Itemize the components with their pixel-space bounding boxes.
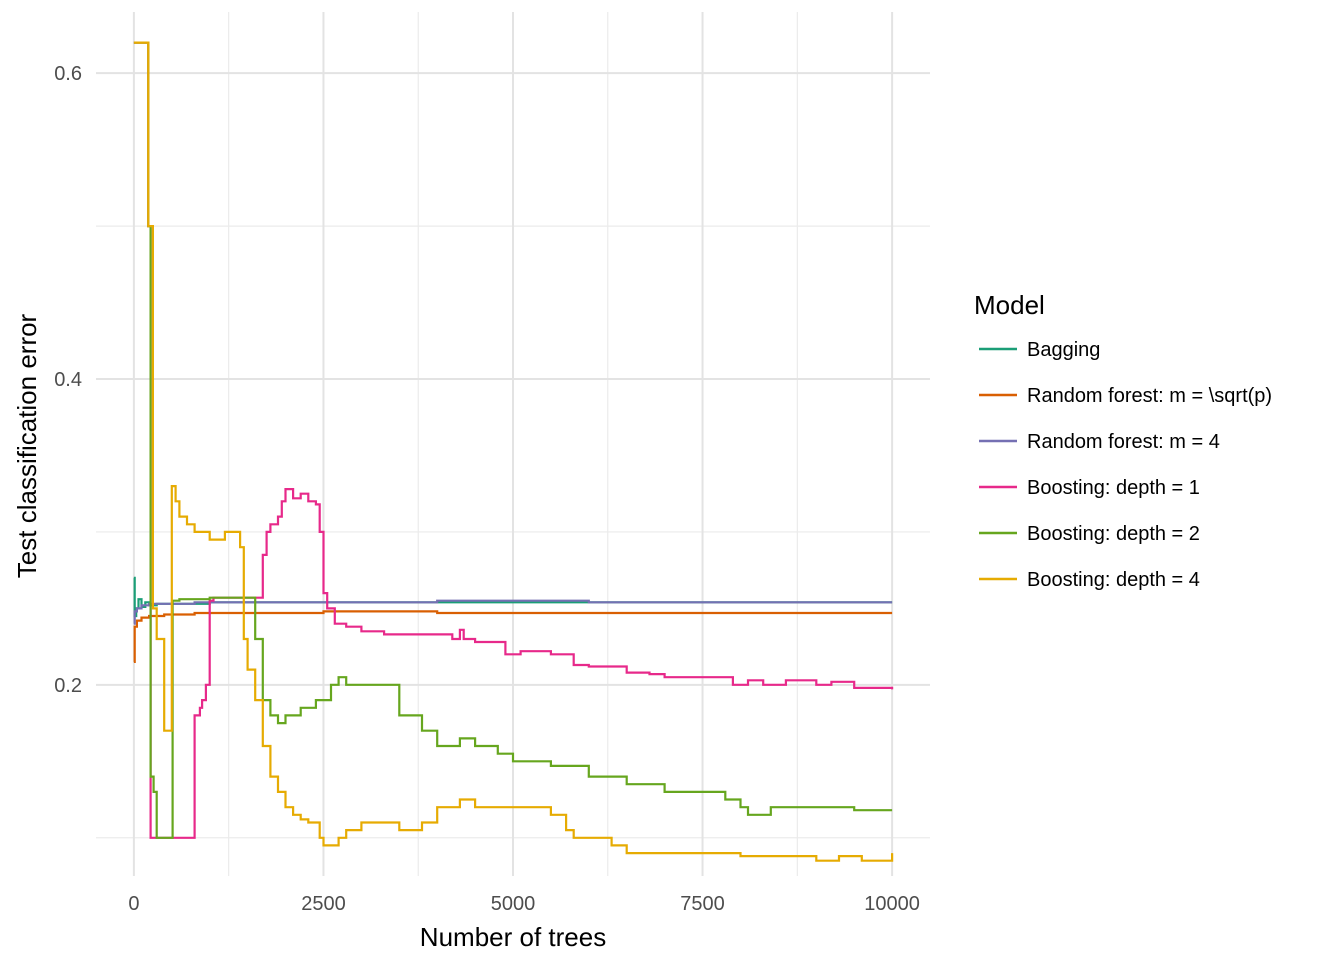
legend-title: Model — [974, 290, 1045, 320]
series-line-2 — [133, 599, 893, 625]
series-lines — [133, 41, 894, 862]
x-tick-label: 7500 — [680, 893, 725, 915]
grid-major — [96, 12, 930, 876]
legend-label-3: Boosting: depth = 1 — [1027, 477, 1200, 499]
y-tick-label: 0.2 — [54, 675, 82, 697]
legend-label-0: Bagging — [1027, 339, 1100, 361]
x-tick-labels: 0 2500 5000 7500 10000 — [128, 893, 920, 915]
y-tick-label: 0.6 — [54, 63, 82, 85]
legend-label-2: Random forest: m = 4 — [1027, 431, 1220, 453]
y-axis-title: Test classification error — [12, 313, 42, 578]
x-tick-label: 0 — [128, 893, 139, 915]
x-tick-label: 2500 — [301, 893, 346, 915]
legend: Model Bagging Random forest: m = \sqrt(p)… — [974, 290, 1272, 591]
y-tick-label: 0.4 — [54, 369, 82, 391]
x-tick-label: 10000 — [864, 893, 920, 915]
legend-label-1: Random forest: m = \sqrt(p) — [1027, 385, 1272, 407]
x-tick-label: 5000 — [491, 893, 536, 915]
x-axis-title: Number of trees — [420, 922, 606, 952]
legend-label-5: Boosting: depth = 4 — [1027, 569, 1200, 591]
series-line-5 — [133, 41, 894, 862]
series-line-3 — [133, 41, 894, 839]
legend-items: Bagging Random forest: m = \sqrt(p) Random… — [979, 339, 1272, 591]
y-tick-labels: 0.2 0.4 0.6 — [54, 63, 82, 697]
legend-label-4: Boosting: depth = 2 — [1027, 523, 1200, 545]
series-line-1 — [133, 610, 893, 663]
